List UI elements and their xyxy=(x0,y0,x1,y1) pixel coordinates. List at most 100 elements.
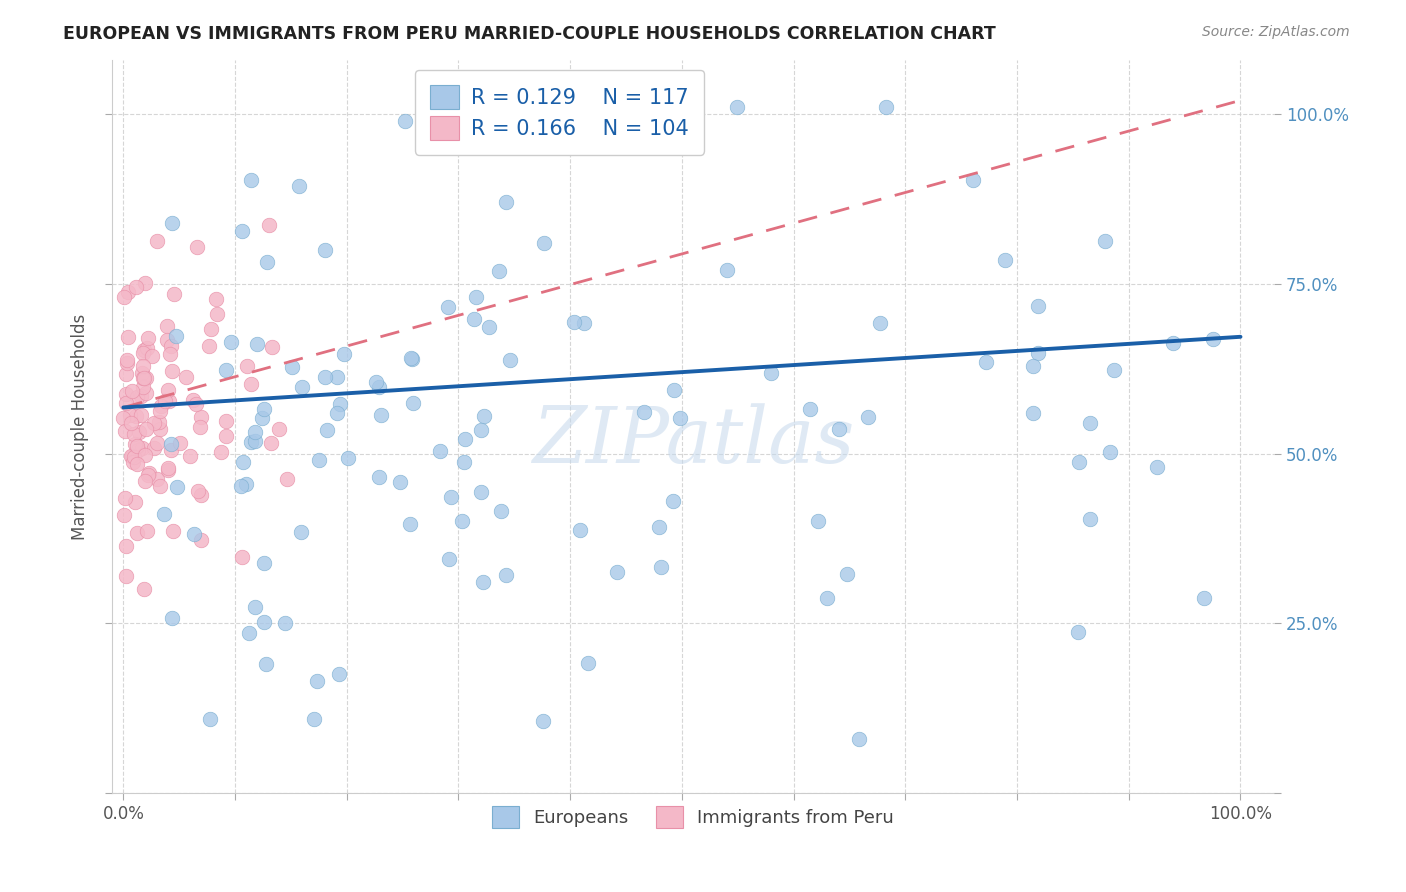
Point xyxy=(134,448,156,462)
Point xyxy=(664,383,686,397)
Point xyxy=(259,219,281,233)
Point xyxy=(122,427,145,442)
Point xyxy=(179,449,201,463)
Point xyxy=(156,463,179,477)
Point xyxy=(240,377,263,392)
Point xyxy=(115,569,138,583)
Point xyxy=(184,396,207,410)
Point xyxy=(121,455,143,469)
Point xyxy=(399,516,422,531)
Point xyxy=(302,712,325,726)
Point xyxy=(121,384,143,399)
Point xyxy=(205,293,228,307)
Point xyxy=(157,393,180,408)
Point xyxy=(127,525,149,540)
Point xyxy=(491,504,513,518)
Point xyxy=(215,363,238,377)
Point xyxy=(198,712,221,726)
Point xyxy=(138,466,160,480)
Point xyxy=(328,667,350,681)
Point xyxy=(875,100,897,114)
Point xyxy=(131,359,153,373)
Point xyxy=(463,312,485,326)
Point xyxy=(1192,591,1215,605)
Point xyxy=(246,337,269,351)
Point xyxy=(127,442,149,457)
Point xyxy=(238,626,260,640)
Point xyxy=(136,524,159,539)
Point xyxy=(499,352,522,367)
Point xyxy=(495,194,517,209)
Text: Source: ZipAtlas.com: Source: ZipAtlas.com xyxy=(1202,25,1350,39)
Point xyxy=(169,436,191,450)
Point xyxy=(159,347,181,361)
Point xyxy=(129,408,152,422)
Point xyxy=(1104,363,1126,377)
Point xyxy=(232,455,254,469)
Point xyxy=(188,420,211,434)
Legend: Europeans, Immigrants from Peru: Europeans, Immigrants from Peru xyxy=(485,799,901,836)
Point xyxy=(440,490,463,504)
Point xyxy=(229,479,252,493)
Point xyxy=(799,401,821,416)
Point xyxy=(162,524,184,538)
Y-axis label: Married-couple Households: Married-couple Households xyxy=(72,313,89,540)
Point xyxy=(1067,624,1090,639)
Point xyxy=(576,656,599,670)
Point xyxy=(114,424,136,438)
Point xyxy=(163,287,186,301)
Point xyxy=(134,474,156,488)
Point xyxy=(183,527,205,541)
Point xyxy=(120,416,142,430)
Point xyxy=(135,386,157,401)
Point xyxy=(495,568,517,582)
Point xyxy=(631,111,654,125)
Point xyxy=(869,316,891,330)
Point xyxy=(429,444,451,458)
Point xyxy=(488,264,510,278)
Point xyxy=(650,560,672,574)
Point xyxy=(117,353,139,368)
Point xyxy=(633,405,655,419)
Point xyxy=(128,425,150,439)
Point xyxy=(112,410,135,425)
Point xyxy=(125,439,148,453)
Point xyxy=(807,514,830,528)
Point xyxy=(174,369,197,384)
Point xyxy=(1098,445,1121,459)
Point xyxy=(215,415,238,429)
Point xyxy=(1022,406,1045,420)
Point xyxy=(1026,300,1049,314)
Point xyxy=(402,396,425,410)
Point xyxy=(143,416,166,430)
Point xyxy=(367,380,389,394)
Point xyxy=(962,173,984,187)
Point xyxy=(253,401,276,416)
Point xyxy=(437,301,460,315)
Point xyxy=(132,371,155,385)
Point xyxy=(122,450,145,465)
Point xyxy=(235,477,257,491)
Text: ZIPatlas: ZIPatlas xyxy=(531,403,855,479)
Point xyxy=(136,468,159,483)
Point xyxy=(231,550,253,565)
Point xyxy=(205,307,228,321)
Point xyxy=(131,380,153,394)
Point xyxy=(153,508,176,522)
Point xyxy=(254,657,277,672)
Point xyxy=(314,370,336,384)
Point xyxy=(316,423,339,437)
Point xyxy=(148,415,170,429)
Point xyxy=(1026,346,1049,360)
Point xyxy=(157,460,180,475)
Point xyxy=(127,457,149,471)
Point xyxy=(281,360,304,375)
Point xyxy=(472,409,495,424)
Point xyxy=(453,455,475,469)
Point xyxy=(125,280,148,294)
Point xyxy=(132,346,155,360)
Point xyxy=(141,349,163,363)
Point xyxy=(478,320,501,334)
Point xyxy=(364,375,387,389)
Point xyxy=(287,178,309,193)
